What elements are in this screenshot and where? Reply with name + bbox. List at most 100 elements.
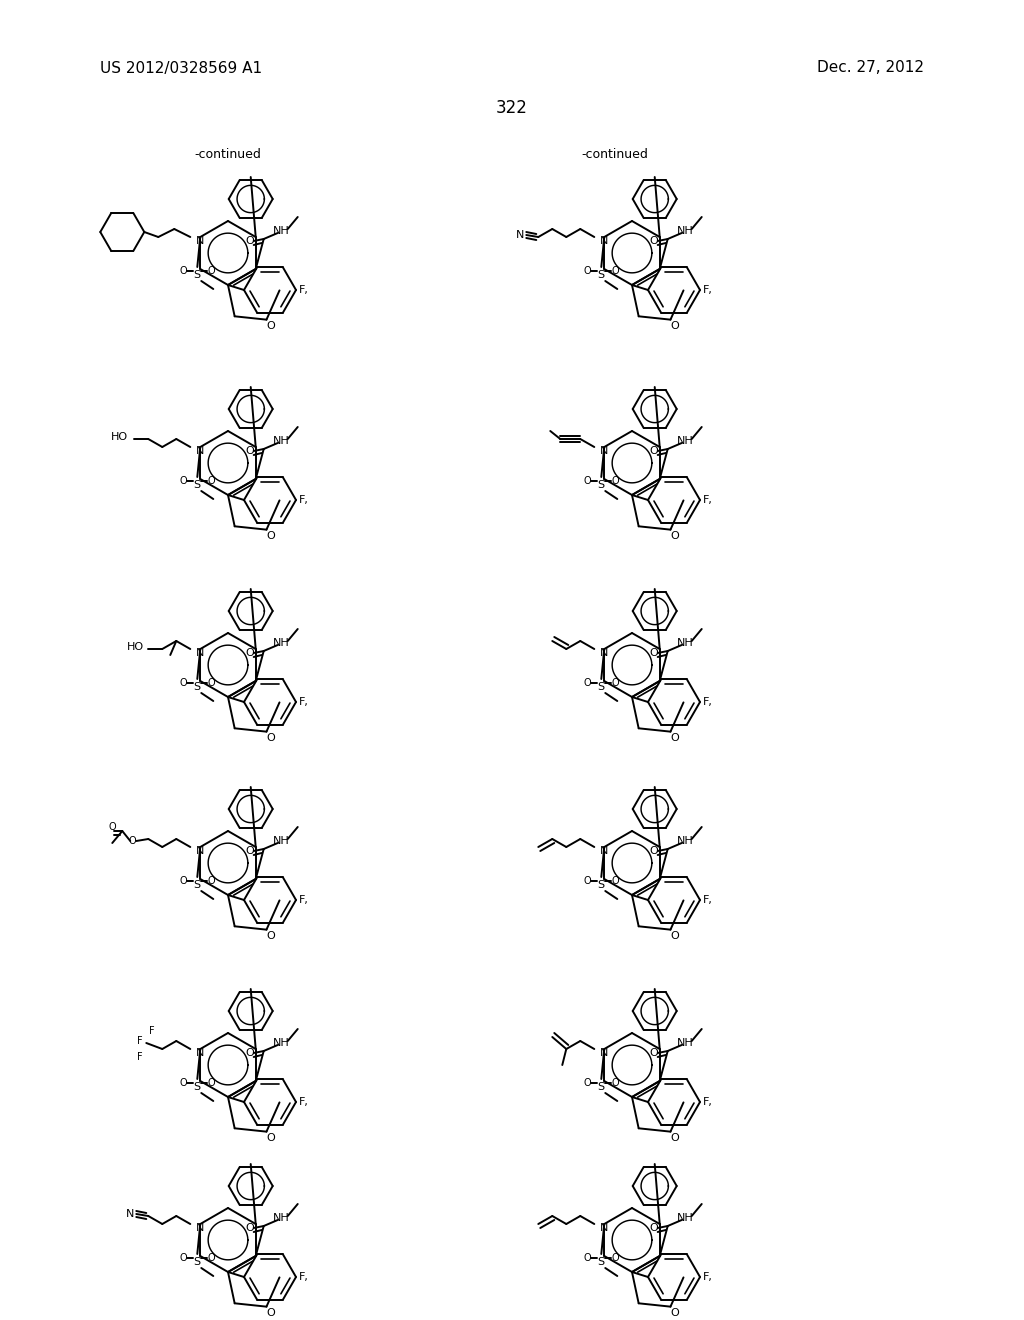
Text: O: O	[208, 1078, 215, 1088]
Text: F,: F,	[703, 285, 713, 294]
Text: O: O	[670, 531, 679, 541]
Text: S: S	[598, 480, 605, 490]
Text: N: N	[126, 1209, 134, 1218]
Text: F,: F,	[299, 697, 309, 708]
Text: S: S	[598, 271, 605, 280]
Text: NH: NH	[273, 1038, 290, 1048]
Text: F: F	[137, 1052, 143, 1063]
Text: NH: NH	[677, 436, 694, 446]
Text: S: S	[194, 1257, 201, 1267]
Text: N: N	[197, 846, 205, 855]
Text: US 2012/0328569 A1: US 2012/0328569 A1	[100, 61, 262, 75]
Text: O: O	[611, 876, 620, 886]
Text: O: O	[611, 1253, 620, 1263]
Text: NH: NH	[677, 226, 694, 236]
Text: O: O	[584, 876, 591, 886]
Text: O: O	[179, 1253, 187, 1263]
Text: O: O	[584, 267, 591, 276]
Text: N: N	[600, 1048, 608, 1059]
Text: F,: F,	[703, 895, 713, 906]
Text: NH: NH	[677, 836, 694, 846]
Text: N: N	[600, 846, 608, 855]
Text: F,: F,	[299, 1097, 309, 1107]
Text: O: O	[208, 267, 215, 276]
Text: S: S	[598, 1257, 605, 1267]
Text: O: O	[246, 446, 254, 455]
Text: O: O	[611, 267, 620, 276]
Text: S: S	[194, 480, 201, 490]
Text: N: N	[600, 1224, 608, 1233]
Text: O: O	[649, 446, 658, 455]
Text: S: S	[194, 880, 201, 890]
Text: N: N	[197, 1224, 205, 1233]
Text: O: O	[266, 931, 274, 941]
Text: F,: F,	[299, 1272, 309, 1282]
Text: O: O	[208, 477, 215, 486]
Text: N: N	[197, 446, 205, 455]
Text: HO: HO	[112, 432, 128, 442]
Text: O: O	[179, 267, 187, 276]
Text: N: N	[197, 648, 205, 657]
Text: O: O	[246, 1224, 254, 1233]
Text: O: O	[208, 1253, 215, 1263]
Text: O: O	[649, 236, 658, 246]
Text: -continued: -continued	[195, 149, 261, 161]
Text: O: O	[246, 1048, 254, 1059]
Text: O: O	[670, 931, 679, 941]
Text: F,: F,	[703, 1272, 713, 1282]
Text: N: N	[516, 230, 524, 240]
Text: 322: 322	[496, 99, 528, 117]
Text: O: O	[266, 531, 274, 541]
Text: O: O	[611, 1078, 620, 1088]
Text: S: S	[194, 1082, 201, 1092]
Text: O: O	[179, 678, 187, 688]
Text: NH: NH	[273, 836, 290, 846]
Text: O: O	[670, 733, 679, 743]
Text: O: O	[266, 321, 274, 330]
Text: O: O	[670, 321, 679, 330]
Text: S: S	[194, 682, 201, 692]
Text: O: O	[246, 648, 254, 657]
Text: -continued: -continued	[582, 149, 648, 161]
Text: N: N	[197, 1048, 205, 1059]
Text: NH: NH	[273, 1213, 290, 1224]
Text: F,: F,	[299, 285, 309, 294]
Text: O: O	[584, 477, 591, 486]
Text: O: O	[179, 477, 187, 486]
Text: O: O	[611, 477, 620, 486]
Text: O: O	[266, 1133, 274, 1143]
Text: F,: F,	[703, 495, 713, 506]
Text: O: O	[649, 648, 658, 657]
Text: O: O	[179, 876, 187, 886]
Text: N: N	[600, 236, 608, 246]
Text: O: O	[584, 1253, 591, 1263]
Text: O: O	[611, 678, 620, 688]
Text: F,: F,	[703, 697, 713, 708]
Text: F,: F,	[299, 895, 309, 906]
Text: F: F	[137, 1036, 143, 1045]
Text: F,: F,	[703, 1097, 713, 1107]
Text: O: O	[246, 846, 254, 855]
Text: O: O	[109, 822, 116, 832]
Text: F,: F,	[299, 495, 309, 506]
Text: O: O	[584, 1078, 591, 1088]
Text: O: O	[208, 876, 215, 886]
Text: S: S	[598, 880, 605, 890]
Text: N: N	[197, 236, 205, 246]
Text: O: O	[179, 1078, 187, 1088]
Text: NH: NH	[273, 638, 290, 648]
Text: O: O	[246, 236, 254, 246]
Text: NH: NH	[677, 1038, 694, 1048]
Text: O: O	[128, 836, 136, 846]
Text: Dec. 27, 2012: Dec. 27, 2012	[817, 61, 924, 75]
Text: O: O	[266, 1308, 274, 1317]
Text: NH: NH	[273, 436, 290, 446]
Text: O: O	[670, 1308, 679, 1317]
Text: S: S	[194, 271, 201, 280]
Text: S: S	[598, 682, 605, 692]
Text: O: O	[649, 1048, 658, 1059]
Text: O: O	[208, 678, 215, 688]
Text: S: S	[598, 1082, 605, 1092]
Text: N: N	[600, 648, 608, 657]
Text: NH: NH	[677, 638, 694, 648]
